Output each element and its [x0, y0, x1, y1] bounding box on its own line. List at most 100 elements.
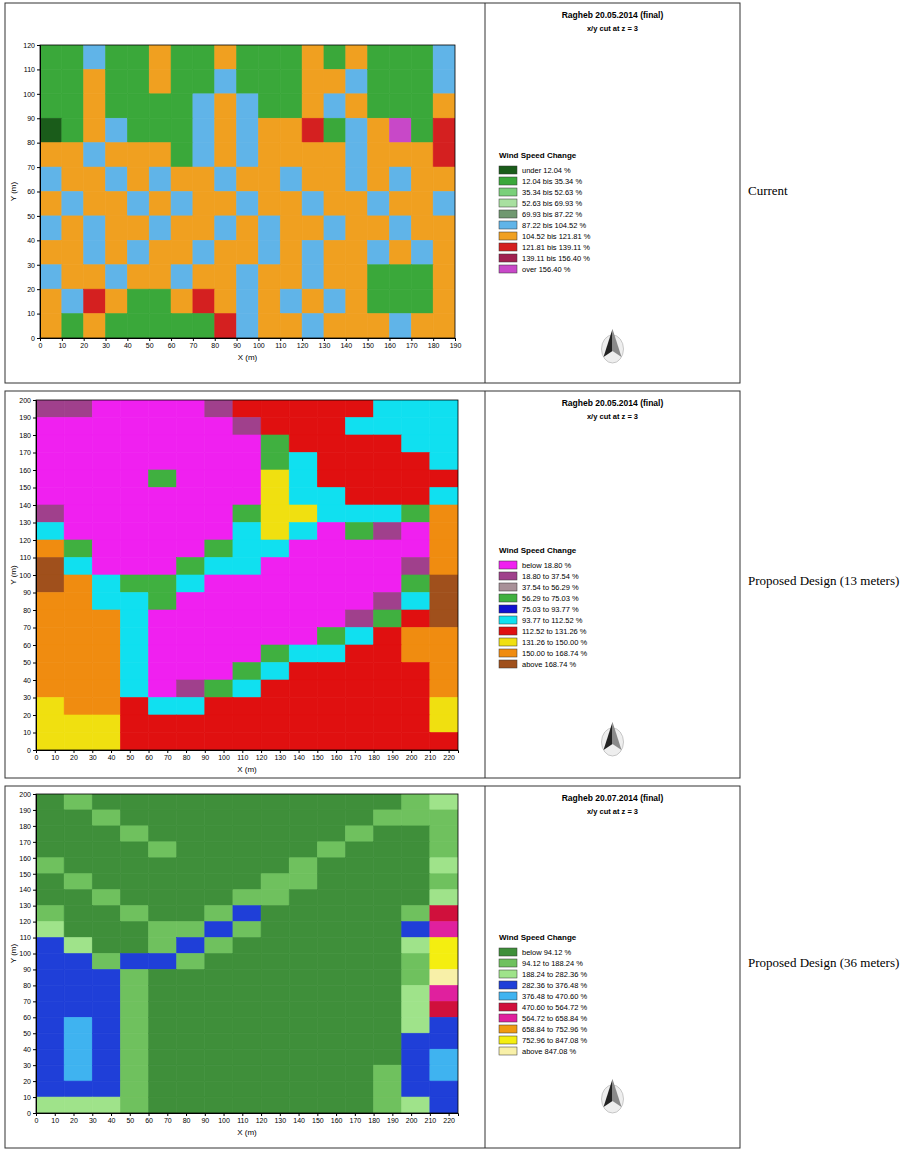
cell	[149, 890, 177, 906]
cell	[205, 645, 233, 663]
cell	[302, 45, 324, 69]
cell	[402, 733, 430, 751]
cell	[289, 1081, 317, 1097]
cell	[374, 418, 402, 436]
cell	[261, 733, 289, 751]
cell	[430, 826, 458, 842]
cell	[258, 314, 280, 338]
cell	[36, 890, 64, 906]
legend-label: 37.54 to 56.29 %	[522, 583, 579, 592]
cell	[289, 874, 317, 890]
y-tick: 10	[27, 310, 40, 317]
y-tick: 50	[23, 1030, 36, 1037]
x-tick-label: 150	[312, 754, 324, 761]
cell	[402, 954, 430, 970]
x-tick-label: 180	[368, 1117, 380, 1124]
cell	[402, 593, 430, 611]
panel-caption: Proposed Design (13 meters)	[748, 573, 899, 588]
cell	[289, 610, 317, 628]
x-tick: 180	[368, 1113, 380, 1124]
cell	[120, 922, 148, 938]
cell	[289, 488, 317, 506]
cell	[84, 45, 106, 69]
cell	[120, 826, 148, 842]
x-tick: 170	[406, 338, 418, 349]
cell	[261, 810, 289, 826]
cell	[402, 558, 430, 576]
cell	[193, 192, 215, 216]
cell	[317, 1001, 345, 1017]
cell	[92, 645, 120, 663]
cell	[345, 593, 373, 611]
y-tick-mark	[37, 69, 40, 70]
cell	[258, 118, 280, 142]
cell	[92, 435, 120, 453]
cell	[36, 954, 64, 970]
cell	[261, 418, 289, 436]
legend-swatch	[499, 992, 517, 1000]
y-tick: 20	[27, 286, 40, 293]
y-tick-label: 140	[19, 502, 31, 509]
cell	[127, 118, 149, 142]
cell	[302, 167, 324, 191]
x-tick-mark	[130, 1113, 131, 1116]
x-tick: 210	[425, 1113, 437, 1124]
y-tick-label: 130	[19, 519, 31, 526]
x-tick-label: 140	[293, 754, 305, 761]
y-tick-mark	[37, 216, 40, 217]
cell	[149, 69, 171, 93]
cell	[345, 954, 373, 970]
cell	[345, 1065, 373, 1081]
x-tick-label: 100	[218, 1117, 230, 1124]
cell	[317, 523, 345, 541]
cell	[430, 922, 458, 938]
cell	[36, 470, 64, 488]
cell	[205, 453, 233, 471]
cell	[215, 143, 237, 167]
cell	[430, 1097, 458, 1113]
cell	[177, 663, 205, 681]
x-tick: 130	[274, 1113, 286, 1124]
y-tick-mark	[33, 1065, 36, 1066]
cell	[149, 1097, 177, 1113]
x-tick-label: 70	[164, 1117, 172, 1124]
cell	[64, 435, 92, 453]
cell	[430, 610, 458, 628]
x-tick-label: 150	[312, 1117, 324, 1124]
cell	[289, 698, 317, 716]
cell	[62, 265, 84, 289]
cell	[92, 1081, 120, 1097]
cell	[289, 1097, 317, 1113]
cell	[345, 680, 373, 698]
cell	[280, 240, 302, 264]
cell	[120, 610, 148, 628]
cell	[149, 1017, 177, 1033]
cell	[205, 858, 233, 874]
cell	[280, 314, 302, 338]
legend-swatch	[499, 649, 517, 657]
cell	[64, 400, 92, 418]
x-tick: 0	[35, 750, 39, 761]
x-tick-label: 160	[331, 1117, 343, 1124]
cell	[430, 842, 458, 858]
cell	[345, 1001, 373, 1017]
x-tick: 120	[297, 338, 309, 349]
x-tick-label: 110	[237, 1117, 248, 1124]
cell	[261, 969, 289, 985]
cell	[233, 1097, 261, 1113]
x-tick: 120	[256, 750, 268, 761]
cell	[280, 289, 302, 313]
y-tick: 40	[27, 237, 40, 244]
cell	[433, 45, 455, 69]
cell	[205, 575, 233, 593]
cell	[345, 523, 373, 541]
x-tick: 190	[387, 750, 399, 761]
x-tick: 180	[368, 750, 380, 761]
north-arrow-right	[613, 1079, 622, 1107]
title: Ragheb 20.05.2014 (final)	[562, 398, 664, 408]
y-tick: 190	[19, 807, 36, 814]
cell	[233, 858, 261, 874]
cell	[84, 216, 106, 240]
x-tick-mark	[55, 750, 56, 753]
cell	[205, 938, 233, 954]
